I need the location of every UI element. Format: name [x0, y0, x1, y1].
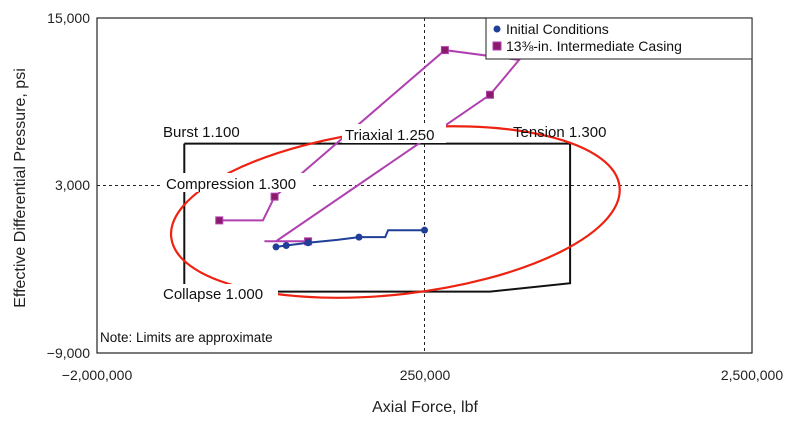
y-axis-title: Effective Differential Pressure, psi [12, 68, 29, 308]
compression-label: Compression 1.300 [166, 176, 296, 193]
series-layer [215, 46, 522, 251]
initial-point-4 [421, 226, 428, 234]
casing-point-3 [486, 90, 494, 99]
collapse-label-bg [160, 284, 278, 304]
legend-label-casing: 13⅜-in. Intermediate Casing [506, 38, 682, 54]
casing-point-2 [440, 46, 449, 55]
legend-box [485, 17, 753, 60]
x-tick-left: −2,000,000 [62, 367, 133, 383]
tension-label: Tension 1.300 [513, 124, 606, 141]
legend: Initial Conditions 13⅜-in. Intermediate … [485, 17, 753, 60]
note-label: Note: Limits are approximate [100, 330, 273, 345]
x-tick-mid: 250,000 [400, 367, 451, 383]
compression-label-bg [163, 173, 313, 192]
casing-point-0 [215, 216, 224, 225]
y-tick-bottom: −9,000 [47, 345, 90, 361]
triaxial-label: Triaxial 1.250 [345, 127, 435, 144]
legend-marker-casing [492, 41, 502, 51]
x-axis-title: Axial Force, lbf [372, 399, 478, 416]
initial-point-0 [272, 243, 280, 251]
legend-marker-initial [493, 25, 501, 33]
y-tick-mid: 3,000 [55, 177, 90, 193]
triaxial-label-bg [342, 124, 446, 143]
initial-point-3 [355, 233, 363, 241]
initial-point-1 [282, 242, 290, 250]
initial-point-2 [304, 239, 312, 247]
collapse-label: Collapse 1.000 [163, 286, 263, 303]
casing-point-1 [270, 192, 279, 201]
legend-label-initial: Initial Conditions [506, 21, 609, 37]
series-line-casing [219, 49, 522, 243]
burst-label: Burst 1.100 [163, 124, 240, 141]
y-tick-top: 15,000 [47, 10, 90, 26]
x-tick-right: 2,500,000 [721, 367, 783, 383]
